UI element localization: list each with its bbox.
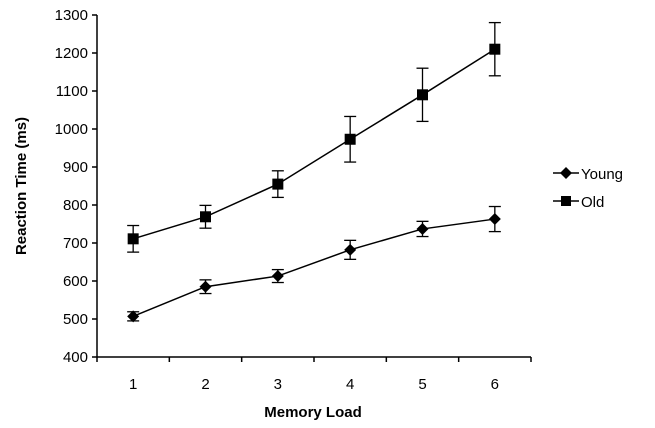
y-tick-label: 800	[63, 197, 88, 214]
legend-item-old: Old	[553, 194, 604, 211]
legend-square-marker-icon	[561, 196, 571, 206]
y-tick-label: 600	[63, 273, 88, 290]
data-point-young	[271, 270, 284, 283]
data-point-old	[344, 133, 356, 145]
legend-label-young: Young	[581, 166, 623, 183]
series-line-young	[132, 218, 495, 318]
data-point-young	[127, 310, 140, 323]
data-point-old	[417, 89, 428, 101]
y-axis-title: Reaction Time (ms)	[13, 117, 30, 255]
series-line-old	[132, 48, 496, 240]
x-tick-label: 6	[491, 376, 499, 393]
legend: Young Old	[553, 166, 623, 211]
y-tick-label: 700	[63, 235, 88, 252]
data-point-old	[200, 211, 211, 223]
data-point-old	[272, 178, 284, 190]
x-tick-label: 3	[274, 376, 282, 393]
legend-item-young: Young	[553, 166, 623, 183]
y-tick-label: 400	[63, 349, 88, 366]
x-tick-label: 4	[346, 376, 354, 393]
data-point-young	[199, 280, 212, 293]
data-point-old	[127, 233, 139, 245]
data-point-old	[489, 43, 501, 55]
data-point-young	[416, 222, 429, 235]
y-tick-label: 1200	[55, 45, 88, 62]
data-point-young	[488, 213, 501, 226]
y-tick-label: 500	[63, 311, 88, 328]
plot-area: 400 500 600 700 800 900 1000 1100 1200 1300 1 2 3 4 5 6	[55, 7, 532, 393]
legend-label-old: Old	[581, 194, 604, 211]
x-tick-label: 1	[129, 376, 137, 393]
x-tick-label: 5	[418, 376, 426, 393]
legend-diamond-marker-icon	[560, 167, 572, 179]
data-point-young	[344, 243, 357, 256]
y-tick-label: 900	[63, 159, 88, 176]
y-tick-label: 1100	[56, 83, 88, 100]
y-tick-label: 1000	[55, 121, 88, 138]
x-tick-label: 2	[201, 376, 209, 393]
x-axis-title: Memory Load	[264, 404, 362, 421]
y-tick-label: 1300	[55, 7, 88, 24]
